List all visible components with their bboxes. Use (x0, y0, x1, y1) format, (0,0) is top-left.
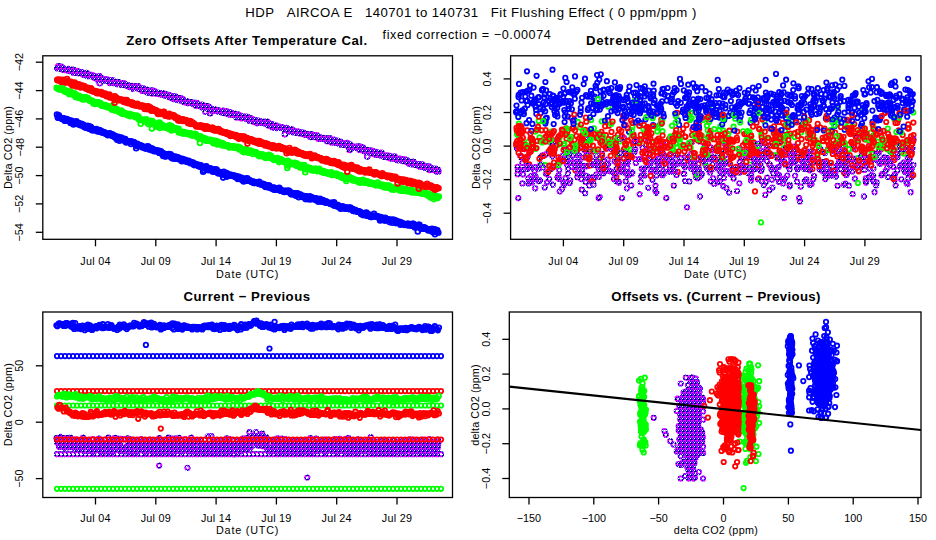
svg-text:0.0: 0.0 (480, 401, 492, 416)
svg-text:−50: −50 (14, 166, 26, 184)
svg-text:Jul 19: Jul 19 (729, 255, 759, 267)
svg-text:Date (UTC): Date (UTC) (216, 524, 279, 536)
svg-text:−48: −48 (14, 138, 26, 156)
svg-text:Jul 29: Jul 29 (382, 512, 412, 524)
svg-text:delta CO2 (ppm): delta CO2 (ppm) (674, 524, 758, 536)
svg-text:Detrended and Zero−adjusted Of: Detrended and Zero−adjusted Offsets (586, 33, 846, 48)
svg-text:0: 0 (720, 512, 726, 524)
svg-text:Offsets vs. (Current − Previou: Offsets vs. (Current − Previous) (611, 289, 820, 304)
svg-text:Jul 09: Jul 09 (141, 255, 171, 267)
svg-text:−100: −100 (582, 512, 606, 524)
svg-text:Jul 14: Jul 14 (201, 255, 231, 267)
svg-text:Current − Previous: Current − Previous (184, 289, 311, 304)
svg-text:0.4: 0.4 (480, 332, 492, 347)
svg-text:−52: −52 (14, 195, 26, 213)
svg-text:−46: −46 (14, 110, 26, 128)
svg-text:Date (UTC): Date (UTC) (684, 268, 747, 280)
svg-text:Jul 04: Jul 04 (80, 512, 110, 524)
svg-text:Jul 04: Jul 04 (80, 255, 110, 267)
svg-text:Jul 29: Jul 29 (382, 255, 412, 267)
svg-text:Jul 04: Jul 04 (548, 255, 578, 267)
svg-text:fixed correction = −0.00074: fixed correction = −0.00074 (383, 28, 552, 42)
svg-text:Date (UTC): Date (UTC) (216, 268, 279, 280)
svg-text:−54: −54 (14, 223, 26, 241)
svg-text:Jul 09: Jul 09 (609, 255, 639, 267)
svg-text:Jul 14: Jul 14 (201, 512, 231, 524)
svg-text:0.4: 0.4 (481, 71, 493, 86)
svg-text:Delta CO2 (ppm): Delta CO2 (ppm) (470, 106, 482, 189)
svg-text:Delta CO2 (ppm): Delta CO2 (ppm) (2, 106, 14, 189)
svg-text:Jul 24: Jul 24 (789, 255, 819, 267)
svg-text:−50: −50 (14, 469, 26, 487)
svg-text:Jul 09: Jul 09 (141, 512, 171, 524)
svg-text:Jul 19: Jul 19 (261, 512, 291, 524)
svg-text:Delta CO2 (ppm): Delta CO2 (ppm) (2, 363, 14, 446)
svg-text:−42: −42 (14, 53, 26, 71)
svg-text:−0.2: −0.2 (480, 433, 492, 454)
svg-text:Zero Offsets After Temperature: Zero Offsets After Temperature Cal. (126, 33, 368, 48)
svg-text:−44: −44 (14, 81, 26, 99)
svg-text:0.2: 0.2 (481, 105, 493, 120)
svg-text:0.0: 0.0 (481, 139, 493, 154)
svg-text:Jul 24: Jul 24 (322, 512, 352, 524)
svg-text:−0.4: −0.4 (481, 203, 493, 224)
svg-text:−150: −150 (517, 512, 541, 524)
svg-text:50: 50 (14, 360, 26, 372)
svg-text:0.2: 0.2 (480, 367, 492, 382)
svg-text:150: 150 (909, 512, 927, 524)
svg-text:Jul 24: Jul 24 (322, 255, 352, 267)
svg-text:Jul 19: Jul 19 (261, 255, 291, 267)
svg-text:100: 100 (844, 512, 862, 524)
svg-text:−0.2: −0.2 (481, 169, 493, 190)
svg-text:Jul 29: Jul 29 (850, 255, 880, 267)
svg-text:−50: −50 (649, 512, 667, 524)
svg-text:50: 50 (782, 512, 794, 524)
svg-text:0: 0 (14, 419, 26, 425)
svg-text:−0.4: −0.4 (480, 468, 492, 489)
svg-text:delta CO2 (ppm): delta CO2 (ppm) (469, 364, 481, 445)
svg-text:HDP AIRCOA E 140701 to 140: HDP AIRCOA E 140701 to 140731 Fit Flushi… (245, 5, 697, 20)
svg-text:Jul 14: Jul 14 (669, 255, 699, 267)
